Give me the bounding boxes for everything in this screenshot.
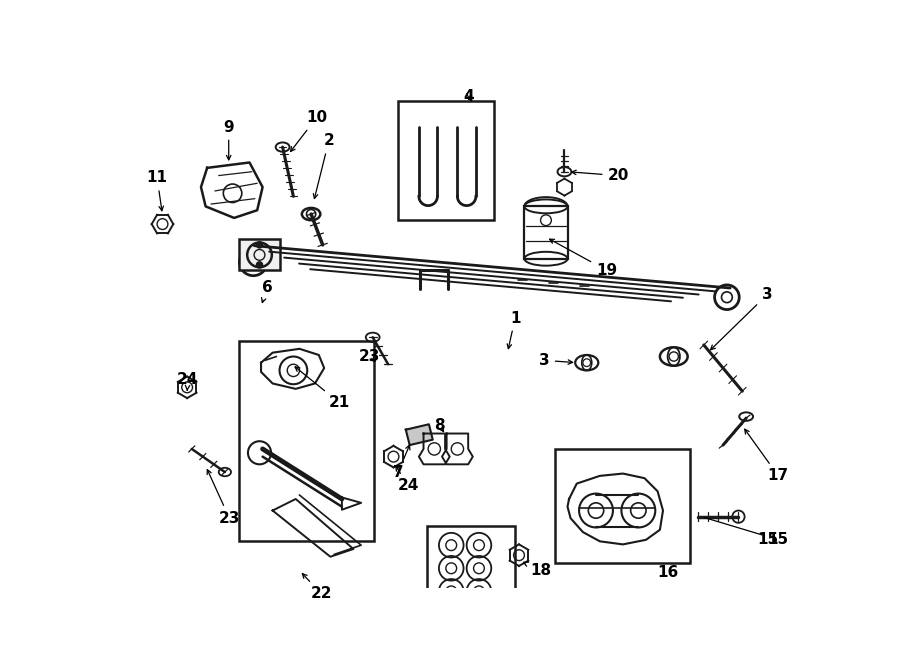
Text: 4: 4 bbox=[464, 89, 474, 104]
Text: 18: 18 bbox=[524, 563, 552, 578]
Text: 15: 15 bbox=[704, 518, 788, 547]
Bar bbox=[555, 449, 690, 563]
Text: 22: 22 bbox=[302, 574, 332, 602]
Circle shape bbox=[256, 242, 263, 248]
Text: 11: 11 bbox=[147, 171, 167, 211]
Bar bbox=[398, 101, 494, 220]
Bar bbox=[427, 526, 515, 615]
Bar bbox=[239, 341, 374, 541]
Text: 5: 5 bbox=[0, 660, 1, 661]
Text: 16: 16 bbox=[657, 564, 679, 580]
Polygon shape bbox=[406, 424, 433, 445]
Text: 17: 17 bbox=[744, 429, 788, 483]
Text: 8: 8 bbox=[435, 418, 445, 434]
Circle shape bbox=[256, 262, 263, 268]
Text: 20: 20 bbox=[572, 168, 629, 183]
Text: 12: 12 bbox=[0, 660, 1, 661]
Text: 23: 23 bbox=[207, 470, 240, 525]
Text: 21: 21 bbox=[295, 367, 350, 410]
Text: 24: 24 bbox=[396, 466, 419, 493]
Bar bbox=[239, 239, 280, 270]
Text: 7: 7 bbox=[393, 445, 410, 479]
Text: 9: 9 bbox=[223, 120, 234, 160]
Text: 19: 19 bbox=[550, 239, 617, 278]
Text: 1: 1 bbox=[508, 311, 520, 348]
Text: 10: 10 bbox=[291, 110, 327, 151]
Bar bbox=[525, 206, 568, 258]
Text: 24: 24 bbox=[177, 372, 199, 390]
Text: 3: 3 bbox=[539, 353, 572, 368]
Text: 6: 6 bbox=[262, 280, 273, 303]
Text: 23: 23 bbox=[359, 349, 381, 364]
Text: 2: 2 bbox=[313, 134, 334, 198]
Text: 3: 3 bbox=[711, 288, 772, 350]
Text: 14: 14 bbox=[0, 660, 1, 661]
Text: 15: 15 bbox=[757, 532, 778, 547]
Text: 13: 13 bbox=[0, 660, 1, 661]
